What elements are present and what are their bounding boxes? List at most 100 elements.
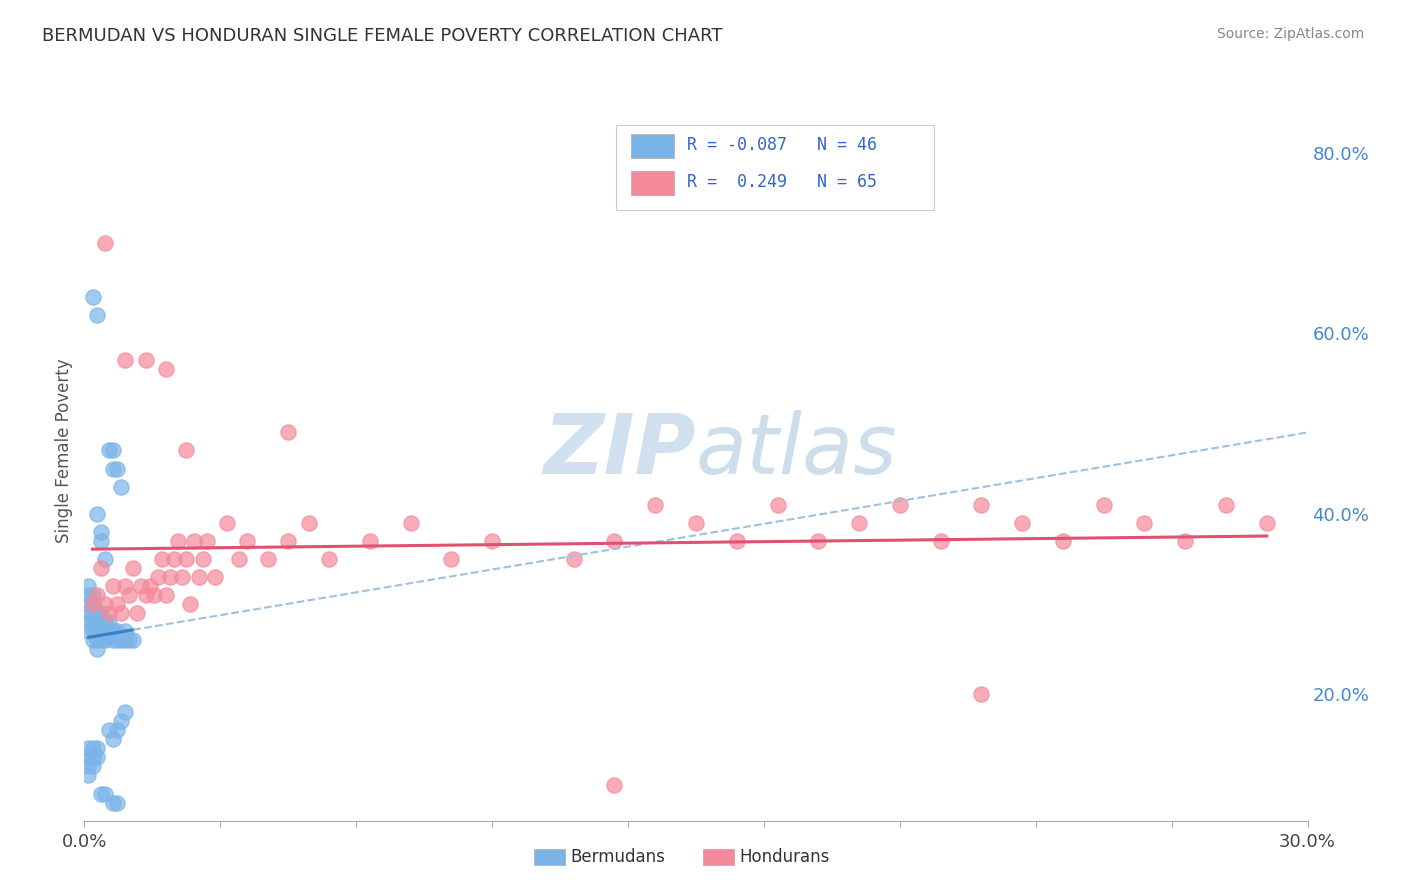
Point — [82, 624, 104, 638]
Point — [101, 732, 124, 747]
Point — [204, 570, 226, 584]
Text: ZIP: ZIP — [543, 410, 696, 491]
Point — [277, 533, 299, 548]
Point — [318, 551, 340, 566]
Point — [93, 235, 115, 250]
Point — [114, 624, 136, 638]
Point — [90, 787, 112, 801]
Point — [105, 624, 128, 638]
Point — [155, 362, 177, 376]
Point — [644, 498, 666, 512]
Point — [179, 597, 201, 611]
Point — [86, 507, 108, 521]
Point — [848, 516, 870, 530]
Point — [77, 768, 100, 782]
Point — [183, 533, 205, 548]
Point — [970, 498, 993, 512]
Point — [172, 570, 194, 584]
Point — [93, 633, 115, 648]
Point — [101, 624, 124, 638]
Point — [93, 787, 115, 801]
Point — [82, 615, 104, 629]
Point — [399, 516, 422, 530]
Point — [195, 533, 218, 548]
Point — [101, 443, 124, 458]
Point — [90, 561, 112, 575]
Point — [114, 706, 136, 720]
Point — [167, 533, 190, 548]
Text: atlas: atlas — [696, 410, 897, 491]
Point — [93, 551, 115, 566]
Point — [114, 579, 136, 593]
Point — [603, 778, 626, 792]
Point — [277, 425, 299, 440]
Point — [110, 606, 132, 620]
Text: Bermudans: Bermudans — [571, 848, 665, 866]
Point — [86, 642, 108, 657]
Point — [86, 741, 108, 756]
Text: BERMUDAN VS HONDURAN SINGLE FEMALE POVERTY CORRELATION CHART: BERMUDAN VS HONDURAN SINGLE FEMALE POVER… — [42, 27, 723, 45]
Point — [889, 498, 911, 512]
Point — [257, 551, 280, 566]
Point — [929, 533, 952, 548]
Point — [298, 516, 321, 530]
Point — [77, 588, 100, 602]
Text: Hondurans: Hondurans — [740, 848, 830, 866]
Point — [155, 588, 177, 602]
Text: R = -0.087   N = 46: R = -0.087 N = 46 — [688, 136, 877, 154]
Point — [110, 714, 132, 729]
Point — [90, 624, 112, 638]
Point — [236, 533, 259, 548]
Point — [440, 551, 463, 566]
Point — [114, 633, 136, 648]
Point — [122, 633, 145, 648]
Point — [82, 741, 104, 756]
Point — [77, 606, 100, 620]
Point — [110, 633, 132, 648]
Point — [77, 624, 100, 638]
Point — [82, 588, 104, 602]
Point — [1133, 516, 1156, 530]
Y-axis label: Single Female Poverty: Single Female Poverty — [55, 359, 73, 542]
Text: Source: ZipAtlas.com: Source: ZipAtlas.com — [1216, 27, 1364, 41]
Point — [766, 498, 789, 512]
Point — [603, 533, 626, 548]
Point — [481, 533, 503, 548]
Point — [562, 551, 585, 566]
Point — [82, 597, 104, 611]
Point — [101, 579, 124, 593]
Point — [1215, 498, 1237, 512]
Point — [228, 551, 250, 566]
Point — [159, 570, 181, 584]
Point — [90, 615, 112, 629]
Point — [187, 570, 209, 584]
Point — [1011, 516, 1033, 530]
Point — [77, 597, 100, 611]
Point — [174, 551, 197, 566]
Point — [725, 533, 748, 548]
Point — [82, 759, 104, 773]
Point — [77, 579, 100, 593]
Point — [138, 579, 160, 593]
Point — [1174, 533, 1197, 548]
Point — [122, 561, 145, 575]
Text: R =  0.249   N = 65: R = 0.249 N = 65 — [688, 173, 877, 192]
Point — [118, 588, 141, 602]
Bar — [631, 135, 673, 158]
Point — [1052, 533, 1074, 548]
Point — [77, 741, 100, 756]
Point — [97, 615, 120, 629]
Point — [86, 588, 108, 602]
Point — [135, 588, 157, 602]
Point — [77, 750, 100, 764]
Point — [90, 533, 112, 548]
Point — [77, 615, 100, 629]
Point — [82, 750, 104, 764]
Point — [105, 597, 128, 611]
Point — [970, 687, 993, 701]
Point — [163, 551, 186, 566]
Point — [1092, 498, 1115, 512]
Point — [174, 443, 197, 458]
Point — [101, 633, 124, 648]
Point — [82, 606, 104, 620]
